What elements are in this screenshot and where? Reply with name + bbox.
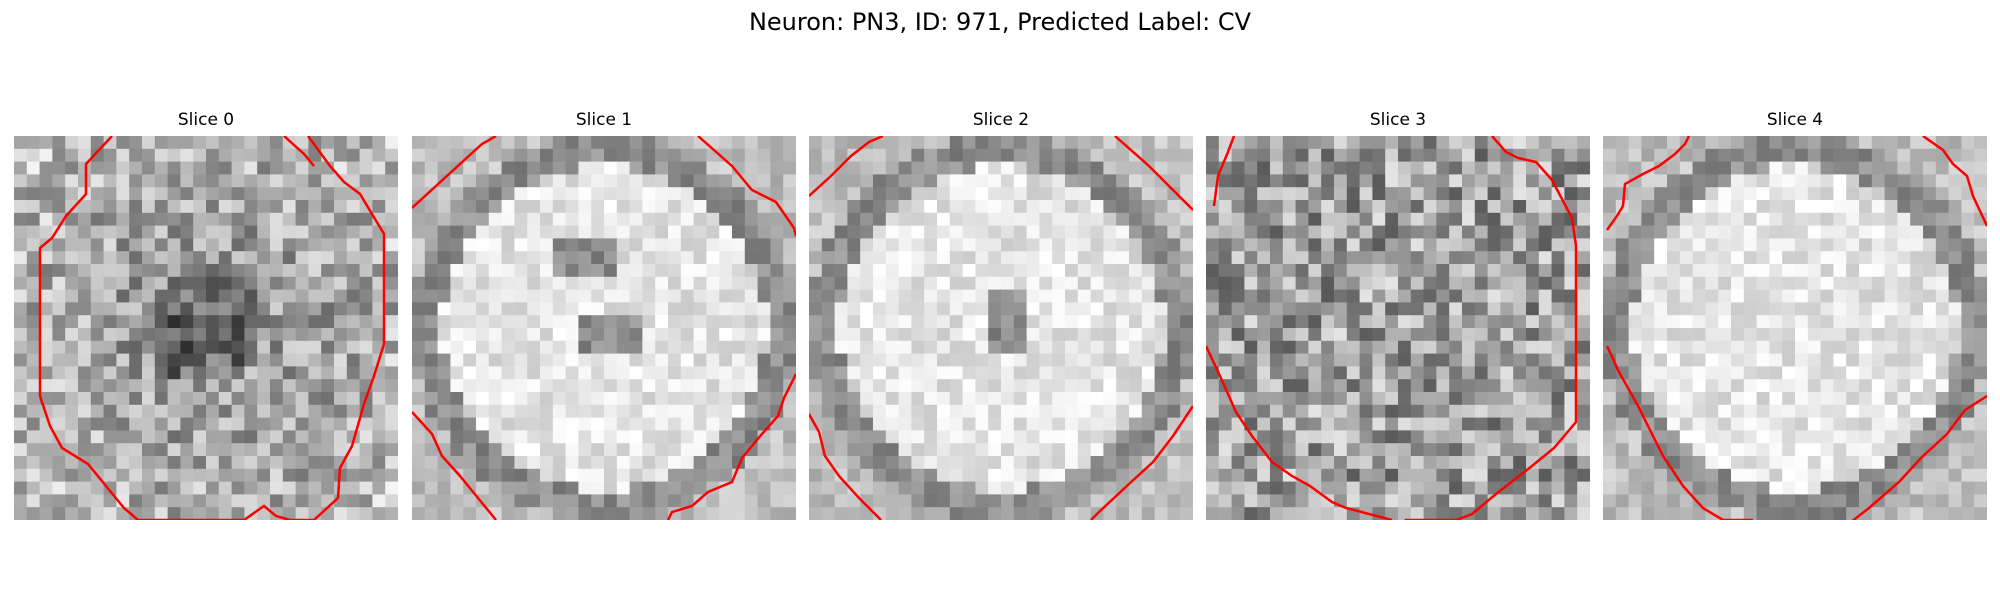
contour-line-2-0: [809, 136, 884, 197]
slice-title-3: Slice 3: [1369, 110, 1427, 130]
contour-line-4-3: [1851, 394, 1987, 520]
slice-panel-4: Slice 4: [1603, 110, 1987, 520]
pixel-grid: [1206, 136, 1590, 520]
slice-panel-2: Slice 2: [809, 110, 1193, 520]
slice-title-1: Slice 1: [575, 110, 633, 130]
contour-line-1-3: [666, 373, 796, 520]
contour-line-0-0: [38, 136, 386, 520]
contour-line-3-0: [1212, 136, 1236, 207]
contour-line-2-1: [1114, 136, 1193, 211]
contour-line-4-1: [1922, 136, 1987, 227]
slice-title-4: Slice 4: [1766, 110, 1824, 130]
figure-title: Neuron: PN3, ID: 971, Predicted Label: C…: [748, 8, 1252, 36]
contour-line-0-1: [283, 136, 315, 167]
slice-image-2: [809, 136, 1193, 520]
slice-image-4: [1603, 136, 1987, 520]
pixel-grid: [1603, 136, 1987, 520]
contour-line-3-1: [1404, 136, 1578, 520]
contour-line-1-2: [412, 411, 497, 520]
pixel-grid: [14, 136, 398, 520]
pixel-grid: [412, 136, 796, 520]
slice-image-3: [1206, 136, 1590, 520]
slice-image-0: [14, 136, 398, 520]
slice-panel-1: Slice 1: [412, 110, 796, 520]
contour-line-4-2: [1605, 345, 1753, 520]
contour-line-1-0: [412, 136, 497, 209]
contour-line-2-2: [809, 413, 882, 520]
pixel-grid: [809, 136, 1193, 520]
slice-title-2: Slice 2: [972, 110, 1030, 130]
slice-image-1: [412, 136, 796, 520]
contour-line-1-1: [697, 136, 796, 237]
contour-line-2-3: [1090, 405, 1193, 520]
slice-panel-0: Slice 0: [14, 110, 398, 520]
contour-line-3-2: [1206, 345, 1393, 520]
slice-panel-3: Slice 3: [1206, 110, 1590, 520]
slice-title-0: Slice 0: [177, 110, 235, 130]
contour-line-4-0: [1605, 136, 1691, 231]
